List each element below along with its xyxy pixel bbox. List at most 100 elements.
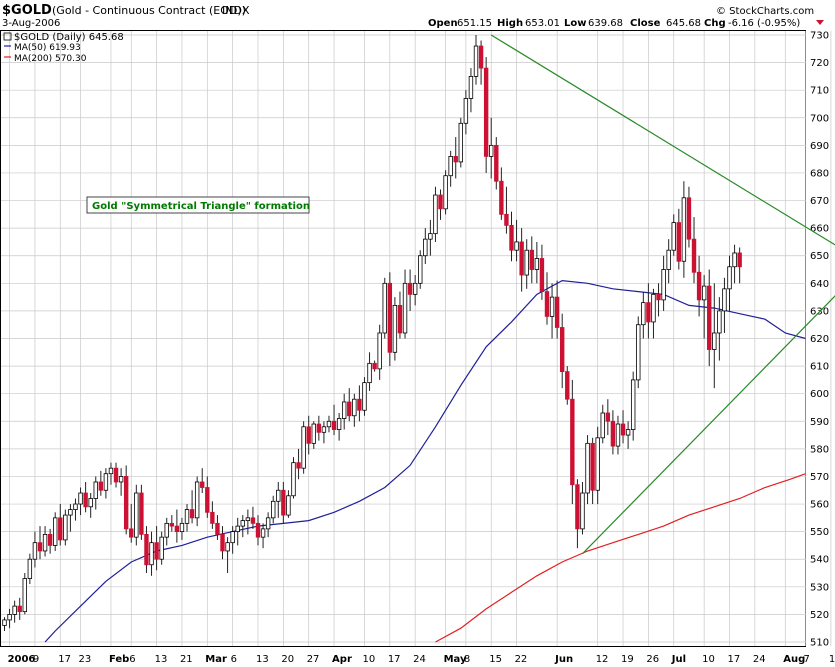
y-tick-label: 570 [810, 472, 829, 483]
candle-body [377, 332, 382, 370]
candle-body [159, 536, 164, 560]
candle-body [144, 533, 149, 566]
brand-label: © StockCharts.com [716, 6, 814, 17]
candle-body [2, 619, 7, 626]
candle-body [392, 304, 398, 353]
candle-body [554, 296, 560, 328]
x-tick-label: 22 [515, 654, 528, 665]
legend-price: $GOLD (Daily) 645.68 [14, 32, 124, 43]
x-tick-label: 12 [596, 654, 609, 665]
exchange: INDX [222, 4, 250, 17]
y-tick-label: 540 [810, 555, 829, 566]
candle-body [301, 426, 306, 469]
open-value: 651.15 [457, 18, 492, 29]
candle-body [499, 180, 504, 215]
annotation-box: Gold "Symmetrical Triangle" formation [86, 196, 310, 214]
candle-body [529, 249, 534, 270]
candle-body [179, 522, 185, 533]
x-tick-label: 6 [231, 654, 237, 665]
legend-ma50: MA(50) 619.93 [14, 43, 81, 53]
x-tick-label: 27 [307, 654, 320, 665]
candle-body [646, 302, 651, 323]
y-tick-label: 550 [810, 527, 829, 538]
candle-body [712, 332, 717, 350]
x-tick-label: 20 [281, 654, 294, 665]
candle-body [560, 327, 565, 373]
candle-body [42, 533, 48, 552]
candle-body [58, 517, 63, 541]
candle-body [382, 282, 387, 334]
open-label: Open [428, 18, 458, 29]
candle-body [412, 282, 418, 295]
candle-body [585, 442, 590, 494]
candle-body [362, 382, 367, 411]
candle-body [63, 514, 68, 541]
x-tick-label: 17 [728, 654, 741, 665]
candle-body [47, 533, 53, 546]
candle-body [671, 222, 676, 251]
candle-body [686, 197, 692, 240]
y-tick-label: 670 [810, 196, 829, 207]
candle-body [129, 528, 134, 538]
candle-body [605, 412, 611, 422]
candle-body [443, 175, 448, 210]
x-tick-label: 13 [256, 654, 269, 665]
x-tick-label: 6 [129, 654, 135, 665]
candle-body [630, 379, 636, 430]
candle-body [666, 249, 671, 270]
y-tick-label: 610 [810, 362, 829, 373]
candle-body [357, 398, 362, 411]
candle-body [549, 296, 555, 317]
candle-body [722, 288, 727, 312]
candle-body [610, 420, 616, 447]
x-tick-label: 13 [155, 654, 168, 665]
candle-body [423, 238, 428, 257]
candle-body [17, 605, 22, 613]
candle-body [397, 304, 403, 334]
x-tick-label: 7 [804, 654, 810, 665]
close-label: Close [630, 18, 661, 29]
candle-body [149, 542, 154, 566]
candle-body [184, 509, 190, 524]
y-tick-label: 680 [810, 168, 829, 179]
candle-body [407, 282, 413, 295]
candle-body [336, 418, 342, 430]
x-tick-label: 14 [829, 654, 835, 665]
candle-body [276, 489, 281, 502]
candle-body [448, 155, 453, 177]
candle-body [453, 155, 458, 163]
candle-body [265, 517, 271, 530]
candle-body [565, 371, 570, 400]
y-tick-label: 690 [810, 141, 829, 152]
candle-body [271, 500, 276, 519]
candle-body [737, 252, 742, 268]
candle-body [123, 476, 129, 530]
candle-body [73, 503, 78, 510]
candle-body [489, 144, 494, 157]
candle-body [250, 517, 256, 524]
candle-body [661, 269, 666, 301]
y-tick-label: 620 [810, 334, 829, 345]
y-tick-label: 710 [810, 86, 829, 97]
y-tick-label: 700 [810, 113, 829, 124]
instrument-name: (Gold - Continuous Contract (EOD)) [52, 4, 246, 17]
x-tick-label: 10 [362, 654, 375, 665]
candle-body [458, 122, 463, 163]
candle-body [189, 509, 195, 519]
candle-body [134, 492, 139, 538]
candle-body [316, 423, 322, 433]
triangle-upper-line [490, 34, 835, 246]
x-tick-label: 26 [646, 654, 659, 665]
candle-body [534, 258, 540, 270]
high-label: High [497, 18, 523, 29]
candle-body [7, 614, 12, 621]
x-tick-label: 8 [464, 654, 470, 665]
x-tick-label: Mar [205, 654, 227, 665]
y-tick-label: 530 [810, 582, 829, 593]
candle-body [438, 194, 443, 210]
y-tick-label: 650 [810, 251, 829, 262]
candle-body [428, 233, 433, 240]
candle-body [651, 293, 656, 323]
candle-body [504, 213, 509, 226]
